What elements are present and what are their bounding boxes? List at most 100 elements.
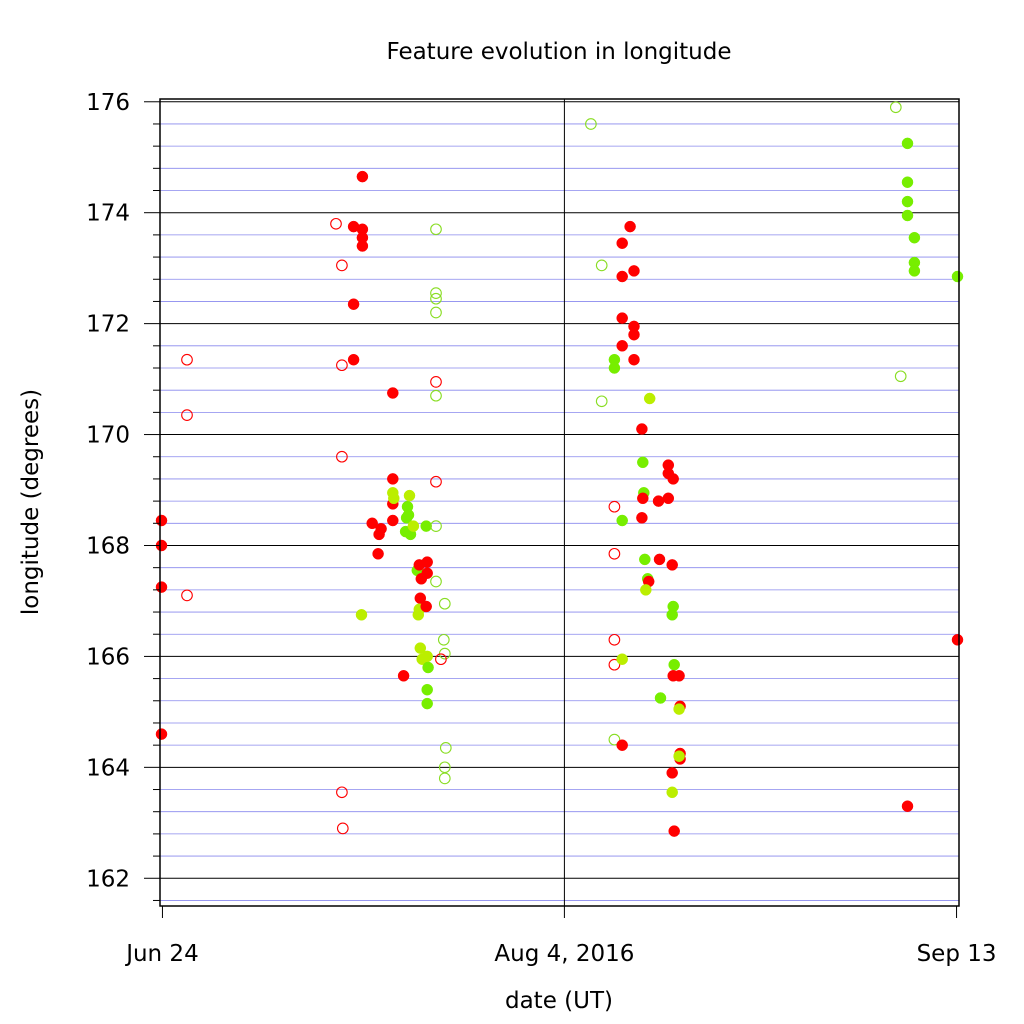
data-point: [347, 353, 360, 366]
data-point: [421, 556, 433, 568]
data-point: [889, 101, 902, 114]
data-point: [901, 195, 914, 208]
data-point: [347, 298, 360, 310]
y-tick-label: 162: [86, 866, 130, 892]
data-point: [155, 728, 168, 740]
data-point: [430, 475, 442, 488]
data-point: [668, 825, 680, 837]
data-point: [430, 223, 442, 236]
data-point: [637, 456, 649, 469]
data-point: [666, 609, 678, 621]
data-point: [585, 118, 597, 130]
data-point: [637, 492, 649, 505]
data-point: [439, 742, 452, 754]
data-point: [901, 209, 914, 222]
data-point: [336, 259, 348, 272]
data-point: [430, 575, 442, 588]
data-point: [624, 220, 636, 233]
data-point: [438, 772, 451, 785]
data-point: [155, 514, 168, 527]
data-point: [375, 523, 387, 535]
data-point: [595, 259, 608, 272]
y-tick-label: 172: [86, 312, 130, 338]
data-point: [901, 137, 914, 150]
data-point: [951, 270, 964, 283]
data-point: [387, 473, 399, 485]
data-point: [336, 450, 348, 463]
data-point: [356, 240, 369, 252]
data-point: [421, 697, 433, 710]
data-point: [639, 553, 651, 566]
data-point: [420, 520, 432, 532]
data-point: [430, 287, 442, 299]
data-point: [422, 661, 434, 674]
data-point: [636, 423, 648, 435]
data-point: [330, 217, 342, 230]
x-tick-label: Jun 24: [124, 941, 199, 967]
data-point: [403, 489, 416, 502]
y-tick-label: 174: [86, 201, 130, 227]
data-point: [666, 559, 678, 571]
data-point: [336, 359, 348, 372]
y-tick-label: 168: [86, 533, 130, 559]
data-point: [673, 703, 685, 715]
data-point: [181, 589, 193, 602]
data-point: [430, 520, 442, 532]
y-tick-label: 166: [86, 644, 130, 670]
data-point: [421, 683, 433, 696]
x-axis-label: date (UT): [505, 988, 613, 1014]
x-axis: Jun 24 Aug 4, 2016 Sep 13: [124, 906, 997, 967]
data-point: [901, 800, 914, 812]
data-point: [628, 353, 640, 366]
data-point: [355, 609, 368, 621]
data-point: [616, 340, 628, 352]
data-point: [414, 642, 427, 654]
y-tick-label: 176: [86, 90, 130, 116]
data-point: [595, 395, 608, 408]
data-point: [388, 492, 400, 505]
data-point: [608, 633, 621, 646]
data-point: [616, 270, 628, 283]
data-point: [372, 548, 384, 560]
y-tick-label: 164: [86, 755, 130, 781]
data-point: [608, 547, 621, 560]
data-point: [421, 650, 433, 663]
data-point: [402, 509, 415, 521]
data-point: [155, 581, 168, 593]
data-point: [387, 387, 399, 399]
data-point: [430, 292, 442, 305]
grid-lines: [160, 99, 959, 906]
y-axis: 162 164 166 168 170 172 174 176: [86, 90, 160, 901]
y-axis-label: longitude (degrees): [18, 389, 44, 615]
data-point: [608, 658, 621, 671]
chart-title: Feature evolution in longitude: [386, 39, 731, 65]
data-point: [616, 514, 628, 527]
data-point: [181, 409, 193, 421]
data-point: [430, 376, 442, 388]
data-point: [616, 739, 628, 751]
data-point: [652, 495, 665, 507]
data-point: [628, 265, 640, 277]
data-point: [336, 786, 348, 799]
data-point: [640, 584, 652, 596]
data-point: [653, 553, 666, 566]
data-point: [908, 265, 921, 277]
data-point: [356, 170, 369, 183]
data-point: [407, 520, 420, 532]
data-points: [155, 101, 964, 837]
data-point: [421, 567, 433, 579]
data-point: [608, 733, 621, 746]
data-point: [616, 653, 628, 665]
data-point: [437, 633, 450, 646]
data-point: [668, 658, 680, 671]
data-point: [636, 512, 648, 524]
data-point: [901, 176, 914, 188]
data-point: [643, 392, 656, 405]
data-point: [420, 600, 432, 613]
y-tick-label: 170: [86, 423, 130, 449]
data-point: [908, 231, 921, 244]
data-point: [397, 670, 410, 682]
data-point: [666, 786, 678, 799]
data-point: [616, 237, 628, 249]
data-point: [366, 517, 378, 530]
